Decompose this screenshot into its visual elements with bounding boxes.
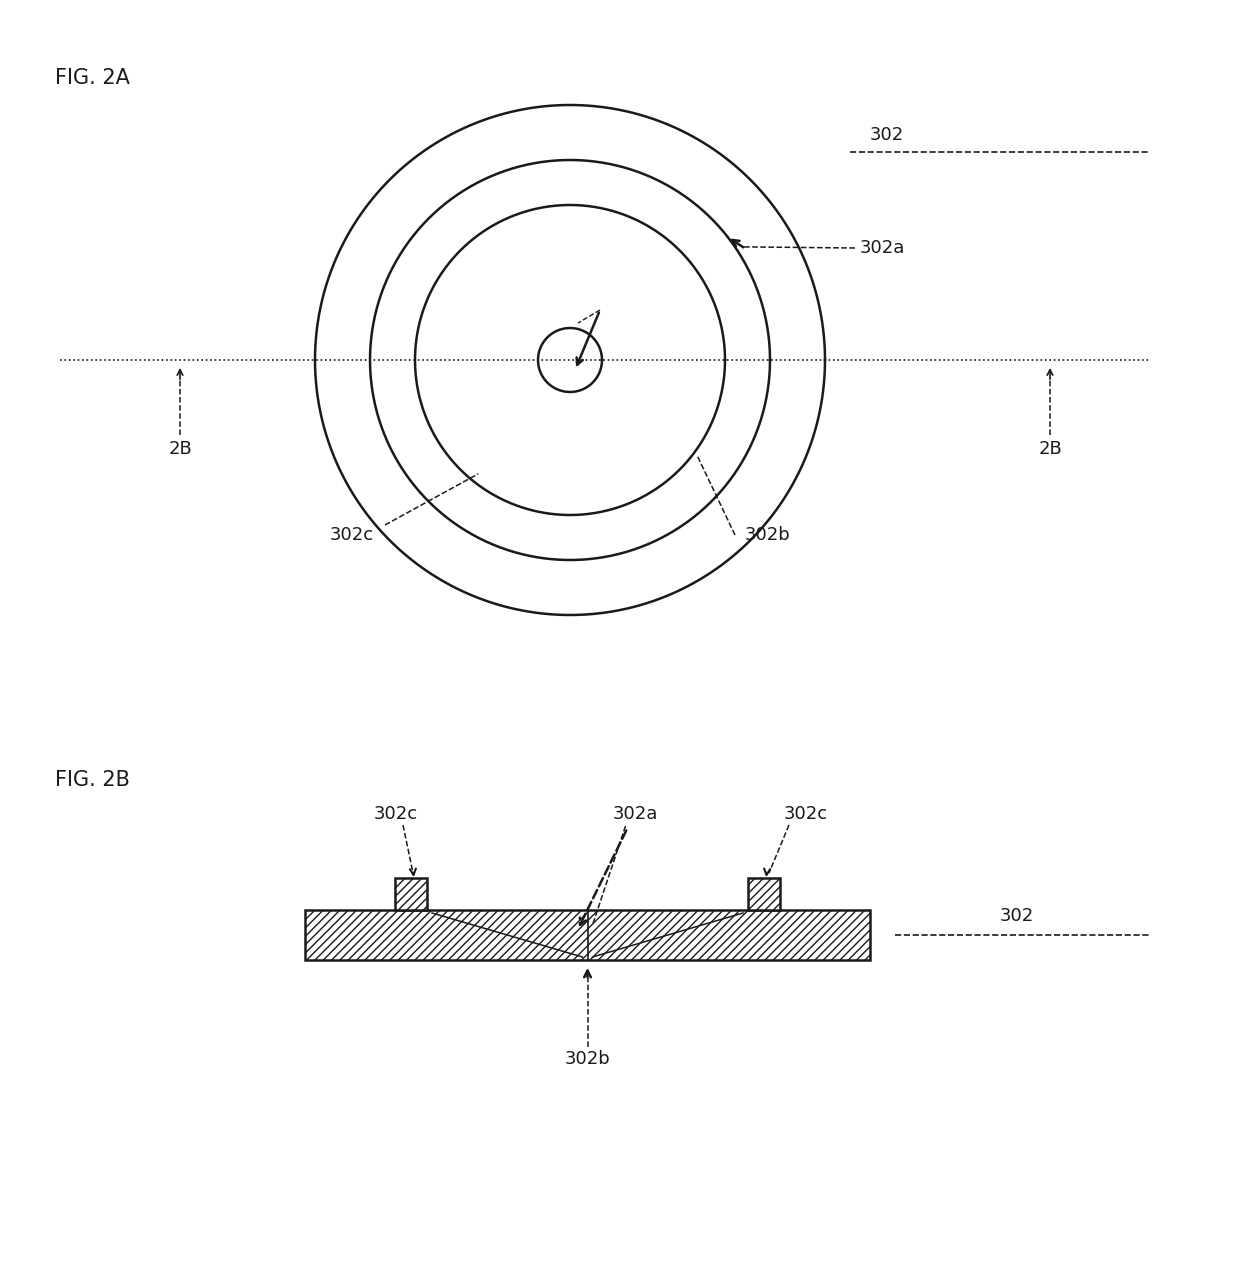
Text: FIG. 2B: FIG. 2B <box>55 770 130 791</box>
Polygon shape <box>396 878 427 910</box>
Text: 2B: 2B <box>1038 440 1061 457</box>
Text: 302: 302 <box>999 907 1034 925</box>
Text: 2B: 2B <box>169 440 192 457</box>
Text: 302b: 302b <box>564 1050 610 1068</box>
Text: 302a: 302a <box>613 805 658 824</box>
Text: 302c: 302c <box>374 805 418 824</box>
Text: FIG. 2A: FIG. 2A <box>55 68 130 87</box>
Text: 302c: 302c <box>330 526 374 544</box>
Polygon shape <box>748 878 780 910</box>
Text: 302c: 302c <box>784 805 828 824</box>
Text: 302b: 302b <box>745 526 791 544</box>
Text: 302a: 302a <box>861 239 905 257</box>
Polygon shape <box>305 910 870 960</box>
Text: 302: 302 <box>870 125 904 144</box>
